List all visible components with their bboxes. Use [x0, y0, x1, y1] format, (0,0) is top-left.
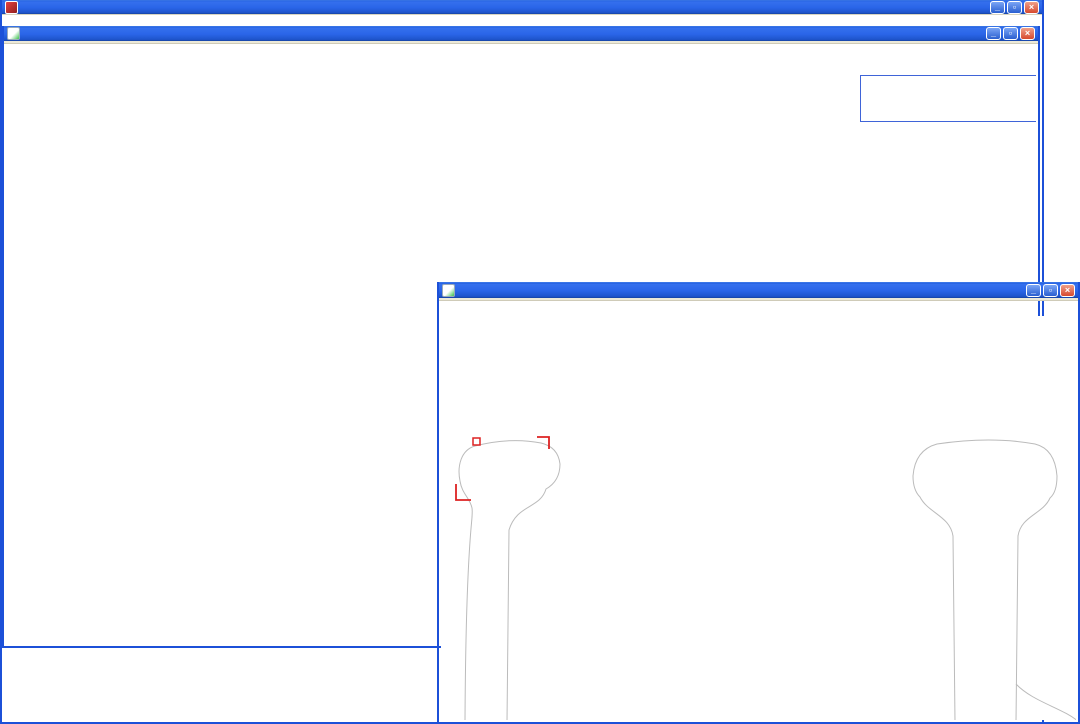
w1-toolbar: [4, 41, 1038, 44]
desktop: { "app": { "title": "Rangecam 12.1 RPR O…: [0, 0, 1080, 724]
maximize-button[interactable]: ▫: [1007, 1, 1022, 14]
run-document-icon: [7, 27, 20, 40]
w2-client-area: [441, 316, 1076, 720]
left-rail-profile-drawing: [445, 434, 577, 720]
run-charts-titlebar[interactable]: _ ▫ ×: [4, 26, 1038, 41]
right-rail-profile-drawing: [903, 434, 1076, 720]
run-legend: [860, 75, 1036, 122]
run-document-icon: [442, 284, 455, 297]
w2-maximize-button[interactable]: ▫: [1043, 284, 1058, 297]
w2-minimize-button[interactable]: _: [1026, 284, 1041, 297]
w2-close-button[interactable]: ×: [1060, 284, 1075, 297]
profile-marker-box: [473, 438, 480, 445]
w1-maximize-button[interactable]: ▫: [1003, 27, 1018, 40]
segment-detail-titlebar[interactable]: _ ▫ ×: [439, 282, 1078, 298]
app-icon: [5, 1, 18, 14]
w1-minimize-button[interactable]: _: [986, 27, 1001, 40]
w2-toolbar: [439, 298, 1078, 301]
main-titlebar[interactable]: _ ▫ ×: [2, 0, 1042, 14]
close-button[interactable]: ×: [1024, 1, 1039, 14]
segment-detail-window: _ ▫ ×: [437, 282, 1080, 724]
main-menubar: [2, 14, 1042, 15]
minimize-button[interactable]: _: [990, 1, 1005, 14]
w1-close-button[interactable]: ×: [1020, 27, 1035, 40]
